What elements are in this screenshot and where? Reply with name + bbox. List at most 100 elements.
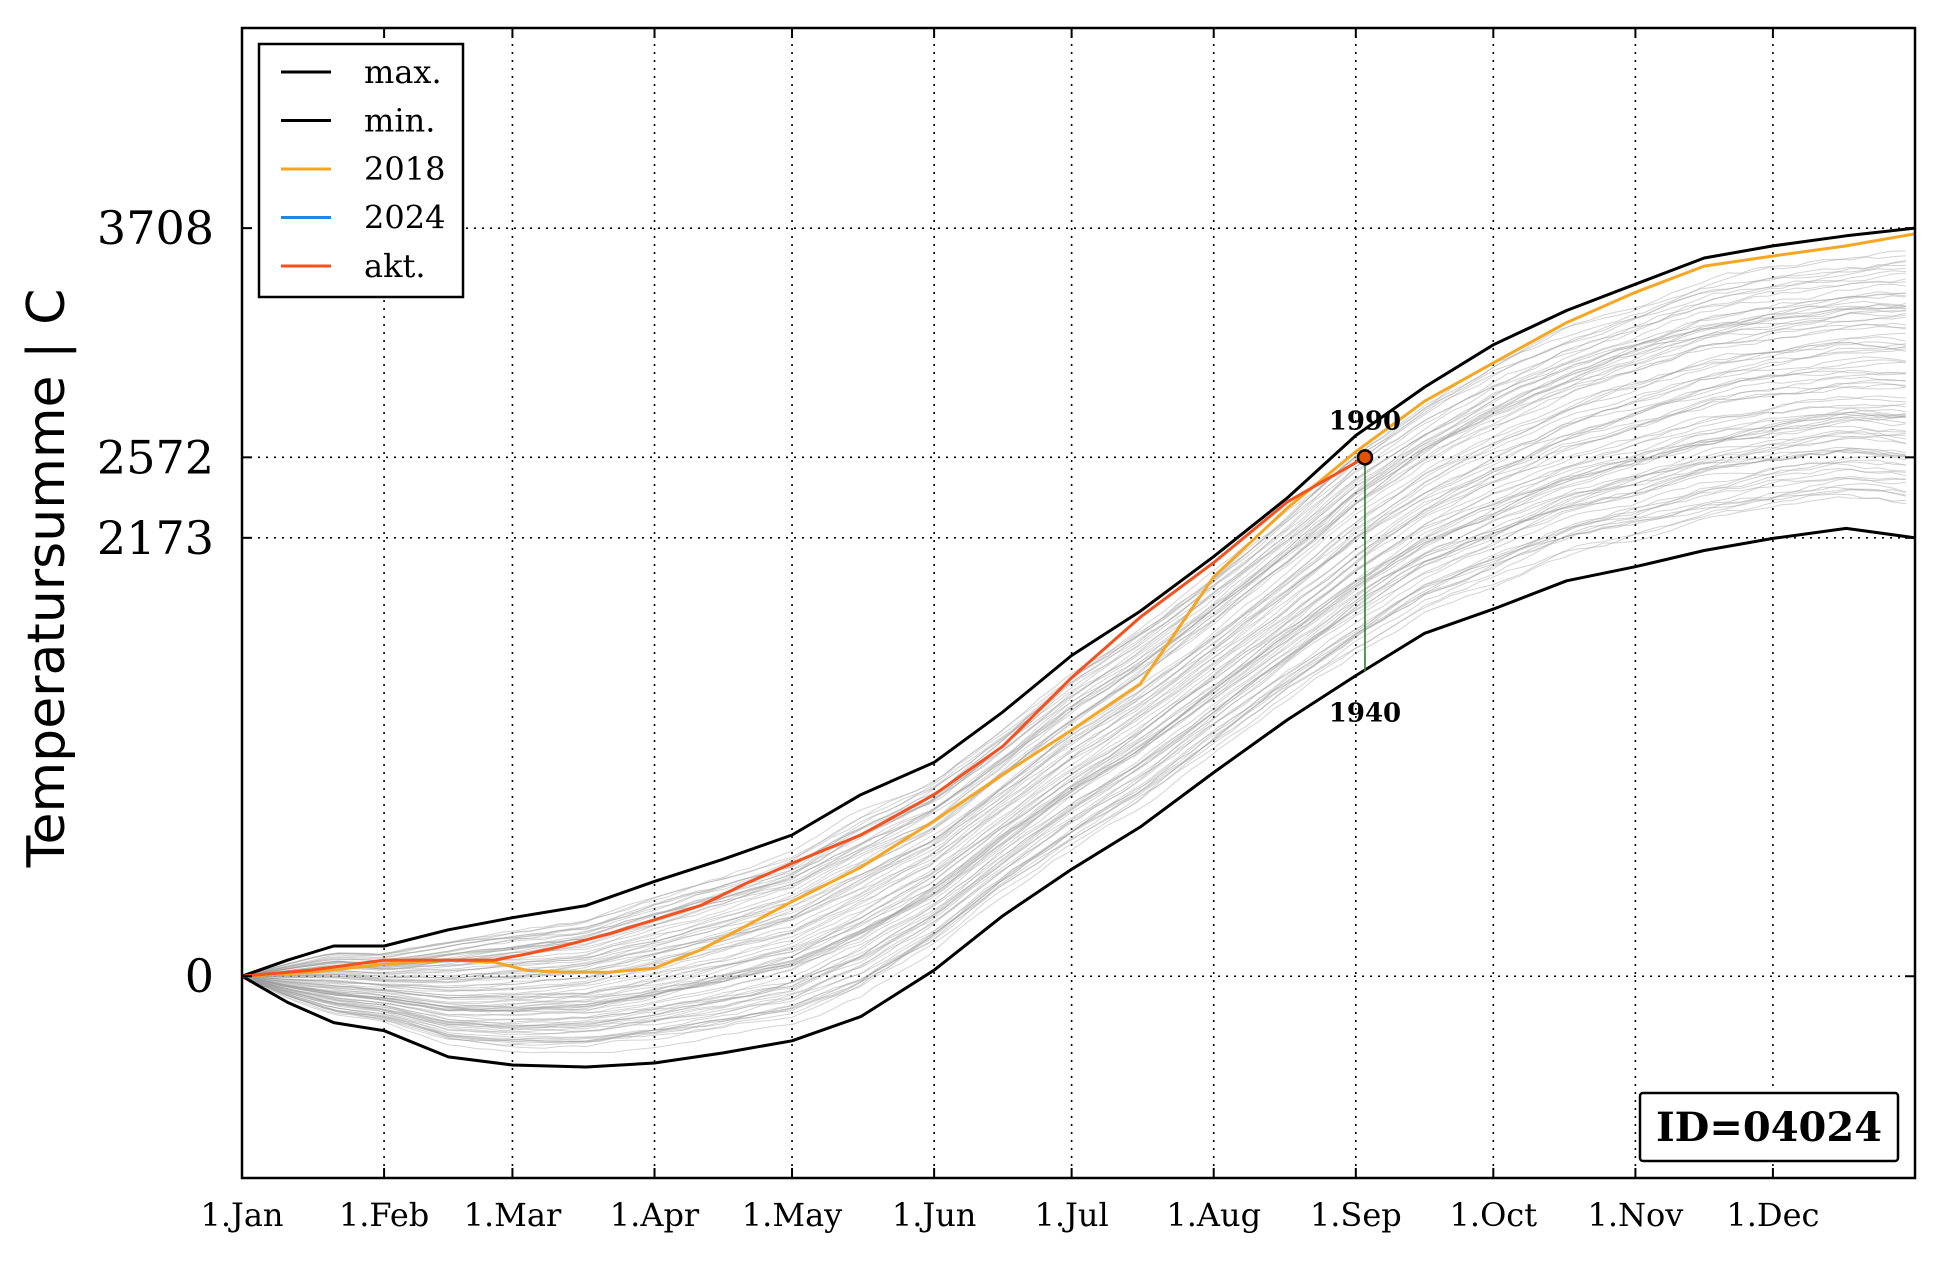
historical-year-line (241, 450, 1906, 1026)
historical-year-line (241, 378, 1906, 997)
annotation-label: 1990 (1329, 406, 1401, 436)
historical-year-line (241, 278, 1906, 977)
historical-year-line (241, 406, 1906, 1008)
historical-year-line (241, 361, 1906, 991)
y-axis-label: Temperatursumme | C (17, 289, 77, 869)
historical-year-line (241, 323, 1906, 977)
y-tick-label: 2173 (97, 511, 214, 565)
series-line-max-0 (241, 226, 1916, 978)
x-tick-label: 1.Dec (1726, 1196, 1819, 1234)
historical-year-line (241, 386, 1906, 1001)
grid-lines (242, 28, 1915, 1178)
historical-year-line (241, 293, 1906, 977)
historical-year-line (241, 369, 1906, 992)
historical-year-line (241, 425, 1906, 1013)
historical-year-line (241, 303, 1906, 977)
historical-year-line (241, 291, 1906, 977)
annotation-label: 1940 (1329, 699, 1401, 729)
historical-year-line (241, 432, 1906, 1016)
historical-year-line (241, 341, 1906, 979)
historical-year-line (241, 461, 1906, 1032)
historical-year-line (241, 477, 1906, 1039)
historical-year-line (241, 396, 1906, 999)
historical-year-line (241, 403, 1906, 1003)
x-axis-ticks: 1.Jan 1.Feb 1.Mar 1.Apr 1.May 1.Jun 1.Jul 1.Aug… (200, 28, 1819, 1234)
historical-year-line (241, 451, 1906, 1028)
historical-year-line (241, 486, 1906, 1049)
legend-label: min. (364, 102, 435, 140)
series-line-2018-2 (241, 232, 1916, 978)
historical-year-line (241, 428, 1906, 1011)
legend: max. min. 2018 2024 akt. (257, 42, 465, 299)
historical-year-line (241, 295, 1906, 977)
historical-year-line (241, 376, 1906, 993)
historical-year-line (241, 415, 1906, 1012)
x-tick-label: 1.Aug (1166, 1196, 1261, 1234)
historical-year-line (241, 292, 1906, 977)
historical-year-line (241, 371, 1906, 989)
historical-year-line (241, 447, 1906, 1029)
historical-year-line (241, 483, 1906, 1045)
historical-year-line (241, 307, 1906, 977)
x-tick-label: 1.Jul (1035, 1196, 1109, 1234)
historical-year-line (241, 322, 1906, 977)
historical-year-line (241, 404, 1906, 1005)
series-lines (241, 226, 1916, 1069)
historical-year-line (242, 346, 1906, 982)
historical-year-line (241, 302, 1906, 977)
historical-year-line (241, 336, 1906, 979)
historical-year-line (241, 305, 1906, 977)
historical-year-line (241, 309, 1906, 977)
plot-frame (240, 26, 1917, 1180)
historical-year-line (241, 343, 1906, 981)
historical-year-line (241, 476, 1906, 1044)
historical-year-line (241, 411, 1906, 1007)
historical-year-line (241, 414, 1906, 1010)
y-tick-label: 2572 (97, 430, 214, 484)
historical-year-line (241, 272, 1906, 977)
x-tick-label: 1.Oct (1450, 1196, 1538, 1234)
series-line-akt-4 (241, 455, 1366, 978)
historical-year-line (241, 310, 1906, 977)
historical-year-line (241, 250, 1906, 977)
historical-year-line (241, 468, 1906, 1041)
historical-year-line (241, 419, 1906, 1013)
legend-label: max. (364, 53, 442, 91)
historical-year-line (241, 435, 1906, 1024)
y-tick-label: 0 (185, 949, 214, 1003)
historical-year-line (241, 493, 1906, 1046)
legend-label: akt. (364, 247, 426, 285)
legend-label: 2024 (364, 199, 445, 237)
x-tick-label: 1.Nov (1587, 1196, 1683, 1234)
historical-year-line (241, 462, 1906, 1033)
historical-year-line (241, 312, 1906, 977)
historical-year-line (241, 348, 1906, 984)
historical-year-line (241, 449, 1906, 1029)
x-tick-label: 1.May (742, 1196, 842, 1234)
x-tick-label: 1.Sep (1310, 1196, 1402, 1234)
historical-year-line (241, 341, 1906, 983)
historical-year-line (241, 446, 1906, 1031)
historical-year-line (241, 283, 1906, 977)
historical-year-line (241, 370, 1906, 989)
historical-year-line (241, 489, 1906, 1043)
historical-year-line (241, 280, 1906, 977)
historical-year-line (241, 383, 1906, 997)
historical-year-line (241, 325, 1906, 977)
id-box: ID=04024 (1638, 1091, 1900, 1163)
annotations: 1990 1940 (1329, 406, 1401, 728)
historical-year-line (241, 300, 1906, 977)
historical-year-line (241, 341, 1906, 979)
id-box-label: ID=04024 (1656, 1104, 1882, 1151)
historical-year-line (241, 356, 1906, 983)
historical-year-line (241, 455, 1906, 1027)
historical-year-line (241, 413, 1906, 1011)
historical-year-line (241, 434, 1906, 1020)
series-line-min-1 (241, 526, 1916, 1069)
x-tick-label: 1.Mar (464, 1196, 562, 1234)
historical-year-line (241, 431, 1906, 1022)
x-tick-label: 1.Jun (892, 1196, 977, 1234)
historical-year-line (241, 316, 1906, 977)
historical-year-lines (241, 250, 1906, 1054)
